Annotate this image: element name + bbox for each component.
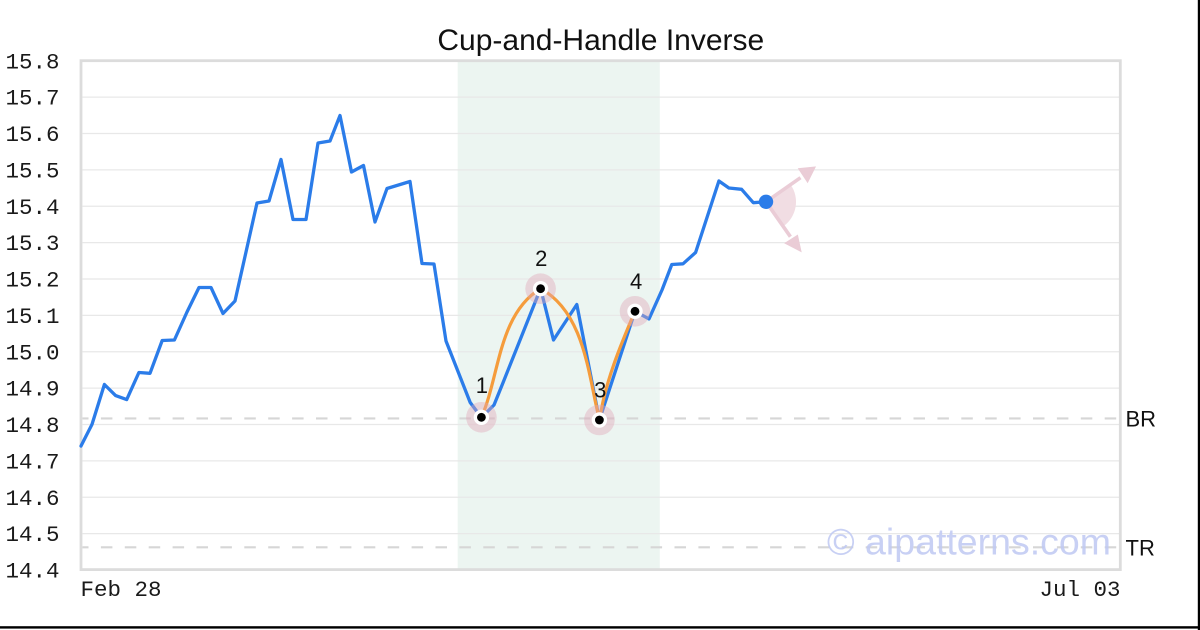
svg-text:14.4: 14.4 [5,559,59,585]
svg-text:2: 2 [535,246,547,271]
svg-text:BR: BR [1126,406,1157,431]
svg-text:15.0: 15.0 [5,340,59,366]
svg-text:15.4: 15.4 [5,195,59,221]
svg-text:14.7: 14.7 [5,449,59,475]
svg-text:15.2: 15.2 [5,268,59,294]
svg-text:TR: TR [1126,535,1155,560]
svg-text:14.6: 14.6 [5,486,59,512]
svg-text:15.5: 15.5 [5,158,59,184]
svg-text:15.7: 15.7 [5,86,59,112]
svg-text:14.8: 14.8 [5,413,59,439]
svg-text:14.5: 14.5 [5,522,59,548]
svg-text:3: 3 [594,377,606,402]
svg-text:14.9: 14.9 [5,377,59,403]
svg-text:15.8: 15.8 [5,49,59,75]
svg-text:© aipatterns.com: © aipatterns.com [827,521,1111,563]
svg-text:Feb 28: Feb 28 [80,577,161,603]
svg-text:15.1: 15.1 [5,304,59,330]
svg-text:1: 1 [476,373,488,398]
svg-text:Cup-and-Handle Inverse: Cup-and-Handle Inverse [437,24,764,57]
svg-text:Jul 03: Jul 03 [1039,577,1120,603]
svg-text:4: 4 [630,269,642,294]
svg-text:15.6: 15.6 [5,122,59,148]
svg-text:15.3: 15.3 [5,231,59,257]
